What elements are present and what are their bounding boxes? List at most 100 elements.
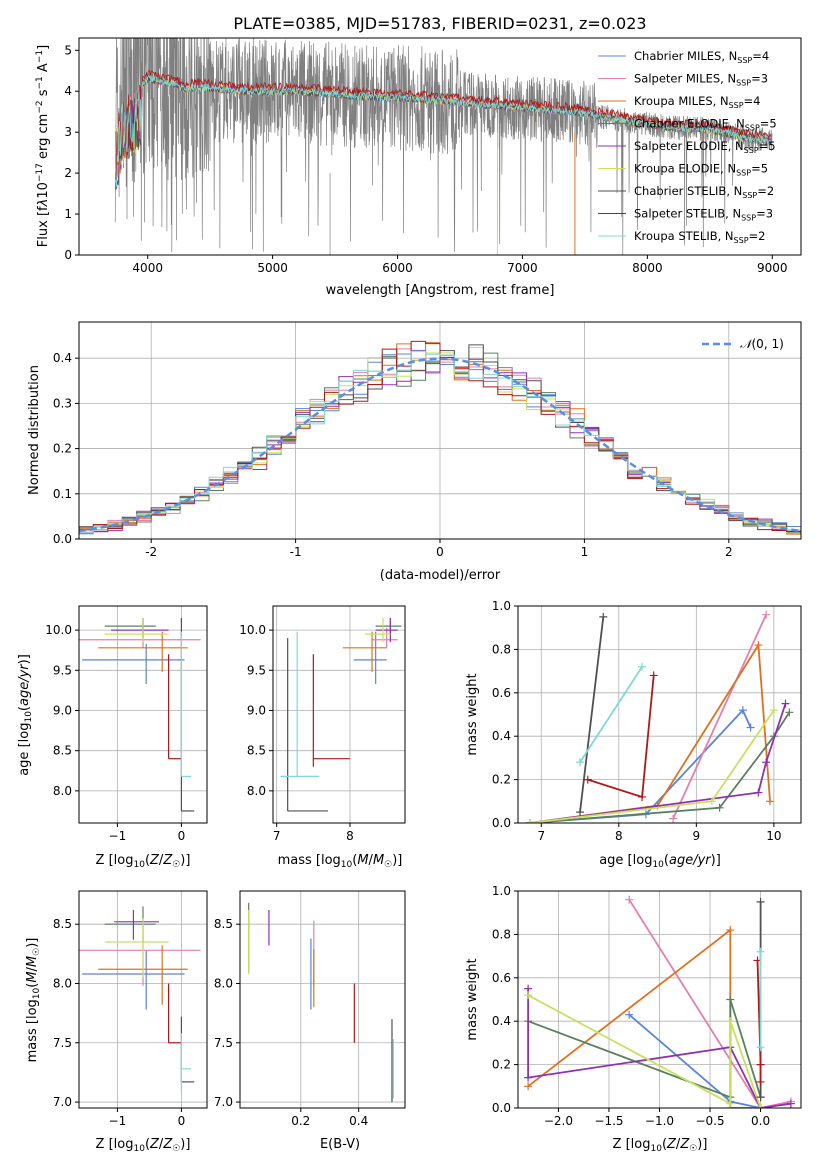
y-tick-label: 8.5 <box>53 744 72 758</box>
residuals-axes: -2 -1 0 1 2 0.0 0.1 0.2 0.3 0.4 (data-model)/error… <box>27 321 802 583</box>
y-axis-label: age [log10(age/yr)] <box>17 654 34 776</box>
y-tick-label: 0.4 <box>53 351 72 365</box>
weight-marker <box>576 808 585 817</box>
x-axis-label: Z [log10(Z/Z☉)] <box>613 1137 708 1154</box>
weight-series-salpeter-miles <box>669 610 771 823</box>
y-tick-label: 0.0 <box>492 1101 511 1115</box>
x-axis-label: E(B-V) <box>320 1137 360 1152</box>
weight-marker <box>762 610 771 619</box>
weight-series-salpeter-elodie <box>525 699 790 823</box>
spectrum-axes: 4000 5000 6000 7000 8000 9000 0 1 2 3 4 5 wavelength… <box>35 37 802 298</box>
plot-area <box>280 618 402 812</box>
weight-vs-metallicity-axes: −2.0 −1.5 −1.0 −0.5 0.0 0.0 0.2 0.4 0.6 0.8 1.0 mas… <box>465 884 802 1154</box>
x-tick-label: 2 <box>725 545 733 559</box>
y-tick-label: 0.2 <box>492 773 511 787</box>
y-axis-label: Normed distribution <box>27 365 42 495</box>
y-tick-label: 8.5 <box>214 917 233 931</box>
y-axis-label: mass weight <box>465 958 480 1040</box>
weight-marker <box>715 803 724 812</box>
y-tick-label: 7.0 <box>214 1095 233 1109</box>
x-tick-label: 0 <box>178 829 186 843</box>
axes-frame <box>272 605 406 824</box>
y-tick-label: 0.2 <box>53 442 72 456</box>
y-tick-label: 0.8 <box>492 927 511 941</box>
weight-marker <box>769 706 778 715</box>
y-tick-label: 9.0 <box>53 703 72 717</box>
y-tick-label: 7.5 <box>214 1036 233 1050</box>
weight-marker <box>765 797 774 806</box>
legend-entry: Kroupa STELIB, NSSP=2 <box>634 229 765 245</box>
model-spectrum-kroupa-stelib <box>115 74 772 187</box>
weight-series-kroupa-stelib <box>756 947 765 1052</box>
errorbar-chabrier-miles <box>82 950 185 1010</box>
x-tick-label: -2 <box>145 545 157 559</box>
y-tick-label: 0.1 <box>53 487 72 501</box>
y-tick-label: 10.0 <box>45 623 72 637</box>
weight-series-kroupa-stelib <box>576 662 647 767</box>
plot-area <box>525 610 794 823</box>
x-tick-label: 1 <box>581 545 589 559</box>
legend-entry: Chabrier STELIB, NSSP=2 <box>634 184 774 200</box>
errorbar-salpeter-miles <box>372 627 398 648</box>
y-tick-label: 0.0 <box>492 816 511 830</box>
weight-marker <box>754 788 763 797</box>
y-tick-label: 1 <box>64 207 72 221</box>
y-tick-label: 7.5 <box>53 1036 72 1050</box>
y-tick-label: 10.0 <box>239 623 266 637</box>
y-tick-label: 3 <box>64 125 72 139</box>
weight-marker <box>524 1073 533 1082</box>
plot-area <box>79 340 801 535</box>
weight-marker <box>754 641 763 650</box>
x-tick-label: 5000 <box>257 261 288 275</box>
weight-marker <box>576 758 585 767</box>
weight-marker <box>756 1077 765 1086</box>
legend-entry: 𝒩(0, 1) <box>740 337 784 351</box>
weight-series-salpeter-stelib <box>583 671 658 801</box>
x-tick-label: 8000 <box>632 261 663 275</box>
legend-entry: Chabrier ELODIE, NSSP=5 <box>634 117 777 133</box>
x-tick-label: −0.5 <box>695 1114 724 1128</box>
weight-marker <box>669 814 678 823</box>
errorbar-kroupa-elodie <box>364 618 391 643</box>
errorbar-salpeter-elodie <box>375 618 398 643</box>
x-tick-label: −1 <box>109 829 127 843</box>
y-tick-label: 0.3 <box>53 396 72 410</box>
y-tick-label: 8.0 <box>247 784 266 798</box>
weight-marker <box>756 947 765 956</box>
weight-marker <box>756 1043 765 1052</box>
x-tick-label: 8 <box>346 829 354 843</box>
weight-marker <box>756 1060 765 1069</box>
weight-marker <box>726 1099 735 1108</box>
errorbar-chabrier-miles <box>82 643 185 684</box>
x-tick-label: 9000 <box>757 261 788 275</box>
weight-vs-age-axes: 7 8 9 10 0.0 0.2 0.4 0.6 0.8 1.0 mass weight age [l… <box>465 599 802 870</box>
x-tick-label: 0.0 <box>751 1114 770 1128</box>
y-tick-label: 0.6 <box>492 971 511 985</box>
errorbar-kroupa-stelib <box>280 631 320 777</box>
weight-marker <box>625 1010 634 1019</box>
x-tick-label: 0 <box>178 1114 186 1128</box>
y-tick-label: 0.4 <box>492 729 511 743</box>
y-tick-label: 7.0 <box>53 1095 72 1109</box>
x-axis-label: (data-model)/error <box>380 568 501 583</box>
x-tick-label: −1 <box>109 1114 127 1128</box>
y-tick-label: 0.0 <box>53 532 72 546</box>
errorbar-kroupa-stelib <box>180 1033 191 1093</box>
y-tick-label: 8.0 <box>53 784 72 798</box>
y-tick-label: 5 <box>64 43 72 57</box>
weight-marker <box>583 775 592 784</box>
y-axis-label: Flux [fλ10−17 erg cm−2 s−1 A−1] <box>35 45 51 247</box>
y-tick-label: 9.0 <box>247 703 266 717</box>
weight-series-kroupa-elodie <box>524 991 765 1108</box>
y-tick-label: 0.8 <box>492 642 511 656</box>
weight-series-salpeter-stelib <box>753 956 765 1086</box>
plot-area <box>114 38 773 255</box>
legend-entry: Kroupa ELODIE, NSSP=5 <box>634 162 768 178</box>
weight-marker <box>756 1104 765 1108</box>
age-vs-mass-axes: 7 8 8.0 8.5 9.0 9.5 10.0 mass [log10(M/M☉)] <box>239 605 406 870</box>
legend-entry: Kroupa MILES, NSSP=4 <box>634 94 760 110</box>
x-tick-label: 4000 <box>132 261 163 275</box>
y-tick-label: 0.6 <box>492 686 511 700</box>
x-tick-label: 7 <box>537 829 545 843</box>
